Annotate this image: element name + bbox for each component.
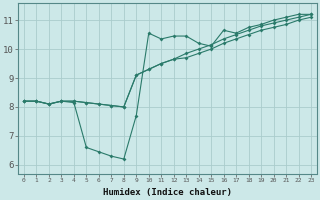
X-axis label: Humidex (Indice chaleur): Humidex (Indice chaleur): [103, 188, 232, 197]
